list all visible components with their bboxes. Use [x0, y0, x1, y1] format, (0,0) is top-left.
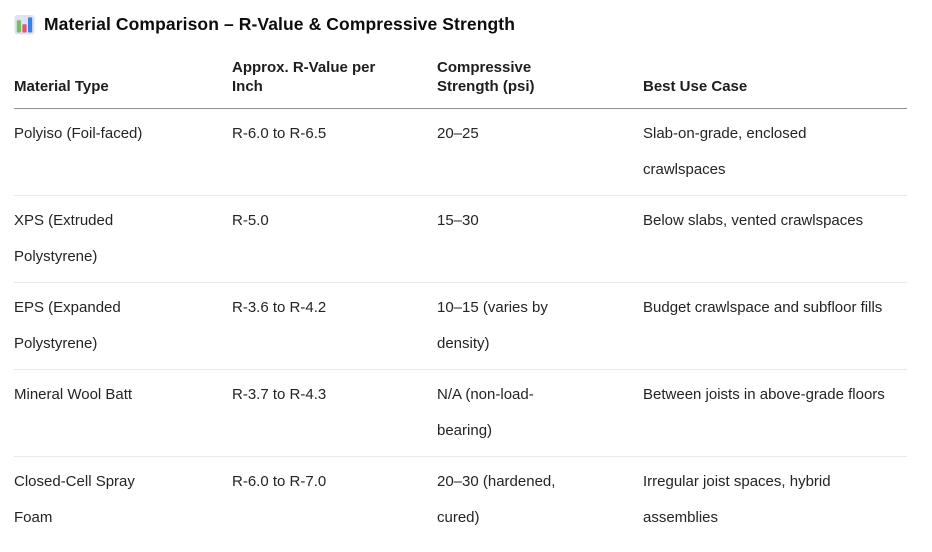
cell-best-use-case: Slab-on-grade, enclosed crawlspaces: [643, 108, 907, 196]
header-material-type: Material Type: [14, 58, 232, 109]
table-row: Closed-Cell Spray Foam R-6.0 to R-7.0 20…: [14, 457, 907, 544]
cell-r-value: R-6.0 to R-7.0: [232, 473, 327, 490]
table-row: EPS (Expanded Polystyrene) R-3.6 to R-4.…: [14, 282, 907, 370]
cell-material-type: Closed-Cell Spray Foam: [14, 473, 135, 526]
cell-r-value: R-3.6 to R-4.2: [232, 282, 437, 370]
cell-compressive-strength: N/A (non-load-bearing): [437, 369, 643, 457]
document-header: Material Comparison – R-Value & Compress…: [14, 13, 932, 35]
cell-best-use-case: Between joists in above-grade floors: [643, 369, 907, 457]
cell-best-use-case: Irregular joist spaces, hybrid assemblie…: [643, 473, 831, 526]
cell-material-type: Mineral Wool Batt: [14, 369, 232, 457]
cell-compressive-strength: 20–25: [437, 108, 643, 196]
cell-compressive-strength: 15–30: [437, 195, 643, 283]
table-header-row: Material Type Approx. R-Value per Inch C…: [14, 58, 907, 109]
header-r-value: Approx. R-Value per Inch: [232, 58, 437, 109]
header-best-use-case: Best Use Case: [643, 58, 907, 109]
cell-best-use-case: Budget crawlspace and subfloor fills: [643, 282, 907, 370]
table-row: XPS (Extruded Polystyrene) R-5.0 15–30 B…: [14, 195, 907, 283]
cell-compressive-strength: 20–30 (hardened, cured): [437, 473, 556, 526]
material-comparison-table: Material Type Approx. R-Value per Inch C…: [14, 58, 907, 543]
cell-best-use-case: Below slabs, vented crawlspaces: [643, 195, 907, 283]
page-title: Material Comparison – R-Value & Compress…: [44, 14, 516, 34]
cell-r-value: R-5.0: [232, 195, 437, 283]
table-row: Mineral Wool Batt R-3.7 to R-4.3 N/A (no…: [14, 369, 907, 457]
cell-r-value: R-3.7 to R-4.3: [232, 369, 437, 457]
cell-material-type: EPS (Expanded Polystyrene): [14, 282, 232, 370]
cell-compressive-strength: 10–15 (varies by density): [437, 282, 643, 370]
table-row: Polyiso (Foil-faced) R-6.0 to R-6.5 20–2…: [14, 108, 907, 196]
bar-chart-icon: [14, 14, 35, 35]
cell-material-type: XPS (Extruded Polystyrene): [14, 195, 232, 283]
cell-r-value: R-6.0 to R-6.5: [232, 108, 437, 196]
cell-material-type: Polyiso (Foil-faced): [14, 108, 232, 196]
header-compressive-strength: Compressive Strength (psi): [437, 58, 643, 109]
